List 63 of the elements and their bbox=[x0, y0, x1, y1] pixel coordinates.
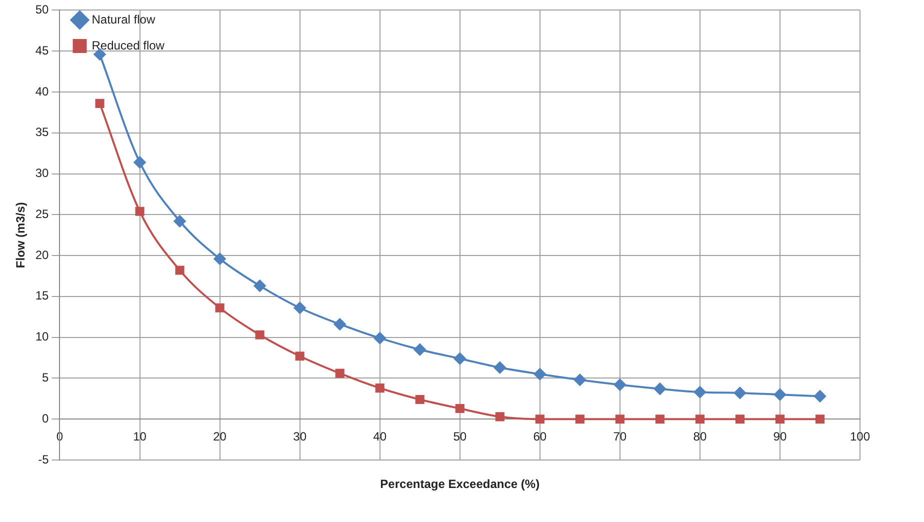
y-tick-label: 25 bbox=[35, 206, 50, 221]
point bbox=[335, 368, 344, 378]
x-tick-label: 30 bbox=[293, 430, 307, 444]
x-tick-label: 50 bbox=[453, 430, 467, 444]
point bbox=[254, 280, 266, 292]
point bbox=[575, 414, 584, 424]
point bbox=[174, 215, 186, 228]
y-tick-label: -5 bbox=[38, 452, 50, 466]
point bbox=[694, 386, 706, 398]
y-tick-label: 20 bbox=[35, 248, 50, 262]
y-tick-label: 30 bbox=[35, 166, 50, 180]
point bbox=[614, 378, 626, 391]
point bbox=[215, 303, 224, 312]
x-tick-label: 10 bbox=[133, 430, 147, 444]
x-tick-label: 100 bbox=[850, 430, 870, 444]
point bbox=[294, 302, 306, 314]
point bbox=[814, 390, 826, 402]
x-tick-label: 20 bbox=[213, 430, 227, 444]
x-tick-label: 40 bbox=[373, 430, 387, 444]
point bbox=[374, 332, 386, 344]
point bbox=[494, 362, 506, 374]
y-tick-label: 50 bbox=[35, 2, 50, 17]
point bbox=[95, 98, 104, 108]
point bbox=[534, 368, 546, 380]
x-tick-label: 90 bbox=[773, 430, 787, 444]
point bbox=[495, 412, 504, 422]
point bbox=[535, 414, 544, 424]
point bbox=[375, 383, 384, 393]
x-tick-label: 80 bbox=[693, 430, 707, 444]
point bbox=[214, 252, 226, 265]
x-tick-label: 60 bbox=[533, 430, 547, 444]
legend-label: Reduced flow bbox=[92, 38, 165, 52]
point bbox=[175, 266, 184, 275]
x-tick-label: 70 bbox=[613, 430, 627, 444]
point bbox=[135, 206, 144, 216]
point bbox=[695, 414, 704, 424]
point bbox=[295, 352, 304, 361]
point bbox=[454, 352, 466, 365]
point bbox=[655, 414, 664, 424]
point bbox=[774, 388, 786, 401]
point bbox=[775, 414, 785, 424]
y-tick-label: 15 bbox=[35, 288, 50, 303]
point bbox=[414, 344, 426, 356]
y-tick-label: 0 bbox=[42, 411, 50, 426]
y-tick-label: 35 bbox=[35, 125, 50, 140]
point bbox=[415, 394, 424, 404]
point bbox=[334, 318, 346, 330]
x-axis-title: Percentage Exceedance (%) bbox=[380, 477, 540, 492]
point bbox=[455, 404, 464, 414]
point bbox=[654, 382, 666, 395]
point bbox=[574, 374, 586, 386]
y-tick-label: 40 bbox=[35, 84, 50, 98]
y-tick-label: 10 bbox=[35, 330, 50, 344]
point bbox=[255, 330, 264, 340]
point bbox=[615, 414, 624, 424]
point bbox=[735, 414, 744, 424]
point bbox=[734, 386, 746, 399]
point bbox=[815, 414, 825, 424]
y-tick-label: 45 bbox=[35, 43, 50, 58]
y-axis-title: Flow (m3/s) bbox=[14, 202, 28, 268]
legend-label: Natural flow bbox=[92, 12, 156, 26]
point bbox=[134, 156, 146, 168]
y-tick-label: 5 bbox=[42, 370, 50, 385]
